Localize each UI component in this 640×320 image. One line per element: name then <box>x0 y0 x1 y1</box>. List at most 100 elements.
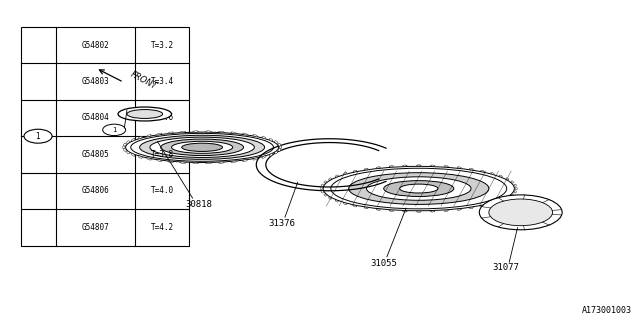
Text: G54803: G54803 <box>81 77 109 86</box>
Ellipse shape <box>470 168 474 170</box>
Ellipse shape <box>231 161 236 163</box>
Ellipse shape <box>138 136 142 139</box>
Ellipse shape <box>499 200 502 202</box>
Ellipse shape <box>403 165 407 166</box>
Ellipse shape <box>180 162 186 164</box>
Ellipse shape <box>193 163 198 164</box>
Ellipse shape <box>253 158 257 160</box>
Ellipse shape <box>329 178 332 180</box>
Ellipse shape <box>147 158 151 160</box>
Text: 31077: 31077 <box>493 263 520 272</box>
Ellipse shape <box>444 166 449 167</box>
Ellipse shape <box>481 205 484 207</box>
Ellipse shape <box>457 167 461 168</box>
Ellipse shape <box>168 132 173 134</box>
Ellipse shape <box>349 173 489 204</box>
Ellipse shape <box>172 141 233 153</box>
Text: A173001003: A173001003 <box>582 307 632 316</box>
Ellipse shape <box>506 178 509 180</box>
Ellipse shape <box>138 156 142 158</box>
Text: G54804: G54804 <box>81 114 109 123</box>
Ellipse shape <box>127 141 129 144</box>
Ellipse shape <box>514 191 516 193</box>
Text: 31376: 31376 <box>268 219 295 228</box>
Text: T=3.2: T=3.2 <box>151 41 174 50</box>
Ellipse shape <box>127 109 163 118</box>
Ellipse shape <box>331 168 507 209</box>
Ellipse shape <box>491 203 494 204</box>
Ellipse shape <box>431 211 435 212</box>
Ellipse shape <box>457 209 461 210</box>
Ellipse shape <box>253 135 257 137</box>
Ellipse shape <box>124 148 126 151</box>
Ellipse shape <box>140 135 264 159</box>
Ellipse shape <box>275 141 278 144</box>
Ellipse shape <box>150 137 254 157</box>
Ellipse shape <box>335 200 339 202</box>
Text: 1: 1 <box>112 127 116 133</box>
Text: FRONT: FRONT <box>129 69 159 91</box>
Ellipse shape <box>514 184 516 186</box>
Ellipse shape <box>470 207 474 209</box>
Ellipse shape <box>323 166 515 211</box>
Circle shape <box>102 124 125 136</box>
Text: T=3.6: T=3.6 <box>151 114 174 123</box>
Ellipse shape <box>193 131 198 132</box>
Text: G54806: G54806 <box>81 187 109 196</box>
Ellipse shape <box>344 203 347 204</box>
Bar <box>20 27 189 246</box>
Ellipse shape <box>161 139 244 156</box>
Ellipse shape <box>157 160 162 162</box>
Ellipse shape <box>489 199 552 226</box>
Ellipse shape <box>131 139 135 141</box>
Ellipse shape <box>124 143 126 146</box>
Ellipse shape <box>353 205 356 207</box>
Ellipse shape <box>376 209 380 210</box>
Ellipse shape <box>364 207 368 209</box>
Ellipse shape <box>243 133 248 135</box>
Text: G54807: G54807 <box>81 223 109 232</box>
Text: T=3.4: T=3.4 <box>151 77 174 86</box>
Ellipse shape <box>444 210 449 212</box>
Ellipse shape <box>205 131 211 132</box>
Text: T=4.0: T=4.0 <box>151 187 174 196</box>
Text: 30818: 30818 <box>186 200 212 209</box>
Ellipse shape <box>389 166 394 167</box>
Ellipse shape <box>376 167 380 168</box>
Ellipse shape <box>205 163 211 164</box>
Ellipse shape <box>262 136 266 139</box>
Ellipse shape <box>231 132 236 134</box>
Ellipse shape <box>262 156 266 158</box>
Ellipse shape <box>180 131 186 133</box>
Ellipse shape <box>431 165 435 166</box>
Text: T=3.8: T=3.8 <box>151 150 174 159</box>
Text: 1: 1 <box>36 132 40 141</box>
Ellipse shape <box>335 175 339 177</box>
Ellipse shape <box>278 143 281 146</box>
Ellipse shape <box>321 184 323 186</box>
Ellipse shape <box>182 143 223 151</box>
Ellipse shape <box>218 131 224 133</box>
Ellipse shape <box>320 188 323 190</box>
Circle shape <box>24 129 52 143</box>
Ellipse shape <box>479 195 562 230</box>
Ellipse shape <box>344 172 347 174</box>
Ellipse shape <box>122 146 125 149</box>
Ellipse shape <box>481 170 484 172</box>
Ellipse shape <box>218 162 224 164</box>
Ellipse shape <box>269 139 273 141</box>
Ellipse shape <box>417 165 421 166</box>
Ellipse shape <box>364 168 368 170</box>
Ellipse shape <box>515 188 517 190</box>
Ellipse shape <box>389 210 394 212</box>
Ellipse shape <box>131 154 135 156</box>
Ellipse shape <box>157 133 162 135</box>
Ellipse shape <box>491 172 494 174</box>
Ellipse shape <box>384 180 454 196</box>
Ellipse shape <box>499 175 502 177</box>
Ellipse shape <box>399 184 438 193</box>
Ellipse shape <box>324 194 326 196</box>
Ellipse shape <box>324 181 326 183</box>
Text: G54805: G54805 <box>81 150 109 159</box>
Ellipse shape <box>269 154 273 156</box>
